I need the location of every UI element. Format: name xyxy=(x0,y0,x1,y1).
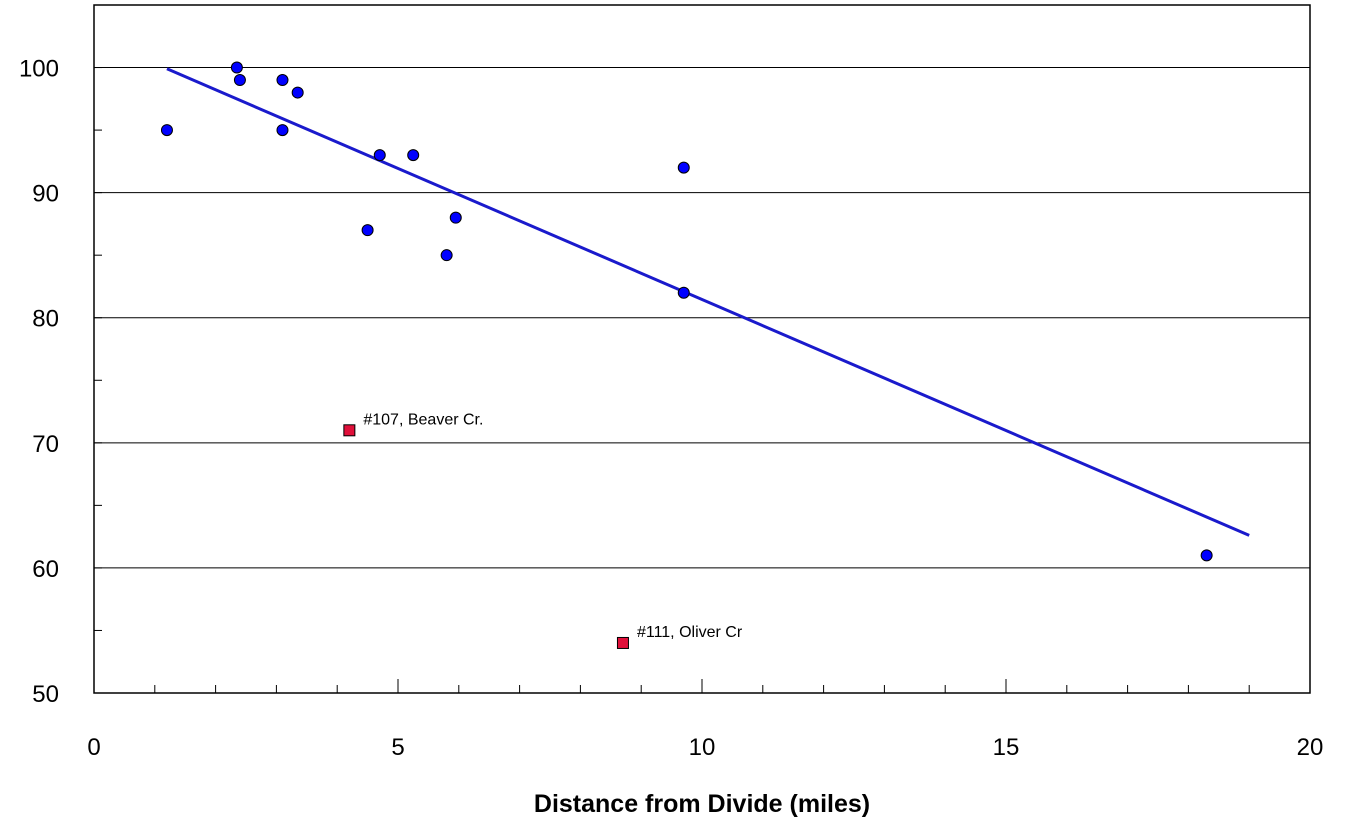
data-point xyxy=(677,286,690,299)
gridlines xyxy=(94,67,1310,569)
x-tick-label: 5 xyxy=(391,734,404,761)
x-tick-label: 15 xyxy=(993,734,1020,761)
data-point xyxy=(361,224,374,237)
data-point xyxy=(230,61,243,74)
data-point xyxy=(276,124,289,137)
y-tick-label: 50 xyxy=(32,681,59,708)
y-tick-label: 60 xyxy=(32,556,59,583)
trend-line xyxy=(166,67,1250,537)
data-point xyxy=(233,74,246,87)
data-point xyxy=(160,124,173,137)
data-point xyxy=(291,86,304,99)
x-axis-title: Distance from Divide (miles) xyxy=(534,790,870,818)
outlier-point xyxy=(616,636,629,649)
y-tick-label: 90 xyxy=(32,181,59,208)
y-tick-label: 100 xyxy=(19,56,59,83)
outlier-label: #107, Beaver Cr. xyxy=(363,411,483,428)
axis-ticks xyxy=(94,67,1250,693)
x-tick-label: 0 xyxy=(87,734,100,761)
outlier-label: #111, Oliver Cr xyxy=(637,624,743,641)
data-point xyxy=(373,149,386,162)
x-tick-label: 10 xyxy=(689,734,716,761)
data-point xyxy=(440,249,453,262)
data-point xyxy=(449,211,462,224)
data-point xyxy=(1200,549,1213,562)
data-points xyxy=(160,61,1213,562)
data-point xyxy=(276,74,289,87)
y-tick-label: 70 xyxy=(32,431,59,458)
data-point xyxy=(407,149,420,162)
data-point xyxy=(677,161,690,174)
outlier-point xyxy=(343,424,356,437)
x-tick-label: 20 xyxy=(1297,734,1324,761)
outlier-points: #107, Beaver Cr. #111, Oliver Cr xyxy=(343,411,743,649)
plot-area xyxy=(93,4,1311,694)
tick-labels: 0 5 10 15 20 50 60 70 80 90 100 xyxy=(19,56,1323,761)
y-tick-label: 80 xyxy=(32,306,59,333)
